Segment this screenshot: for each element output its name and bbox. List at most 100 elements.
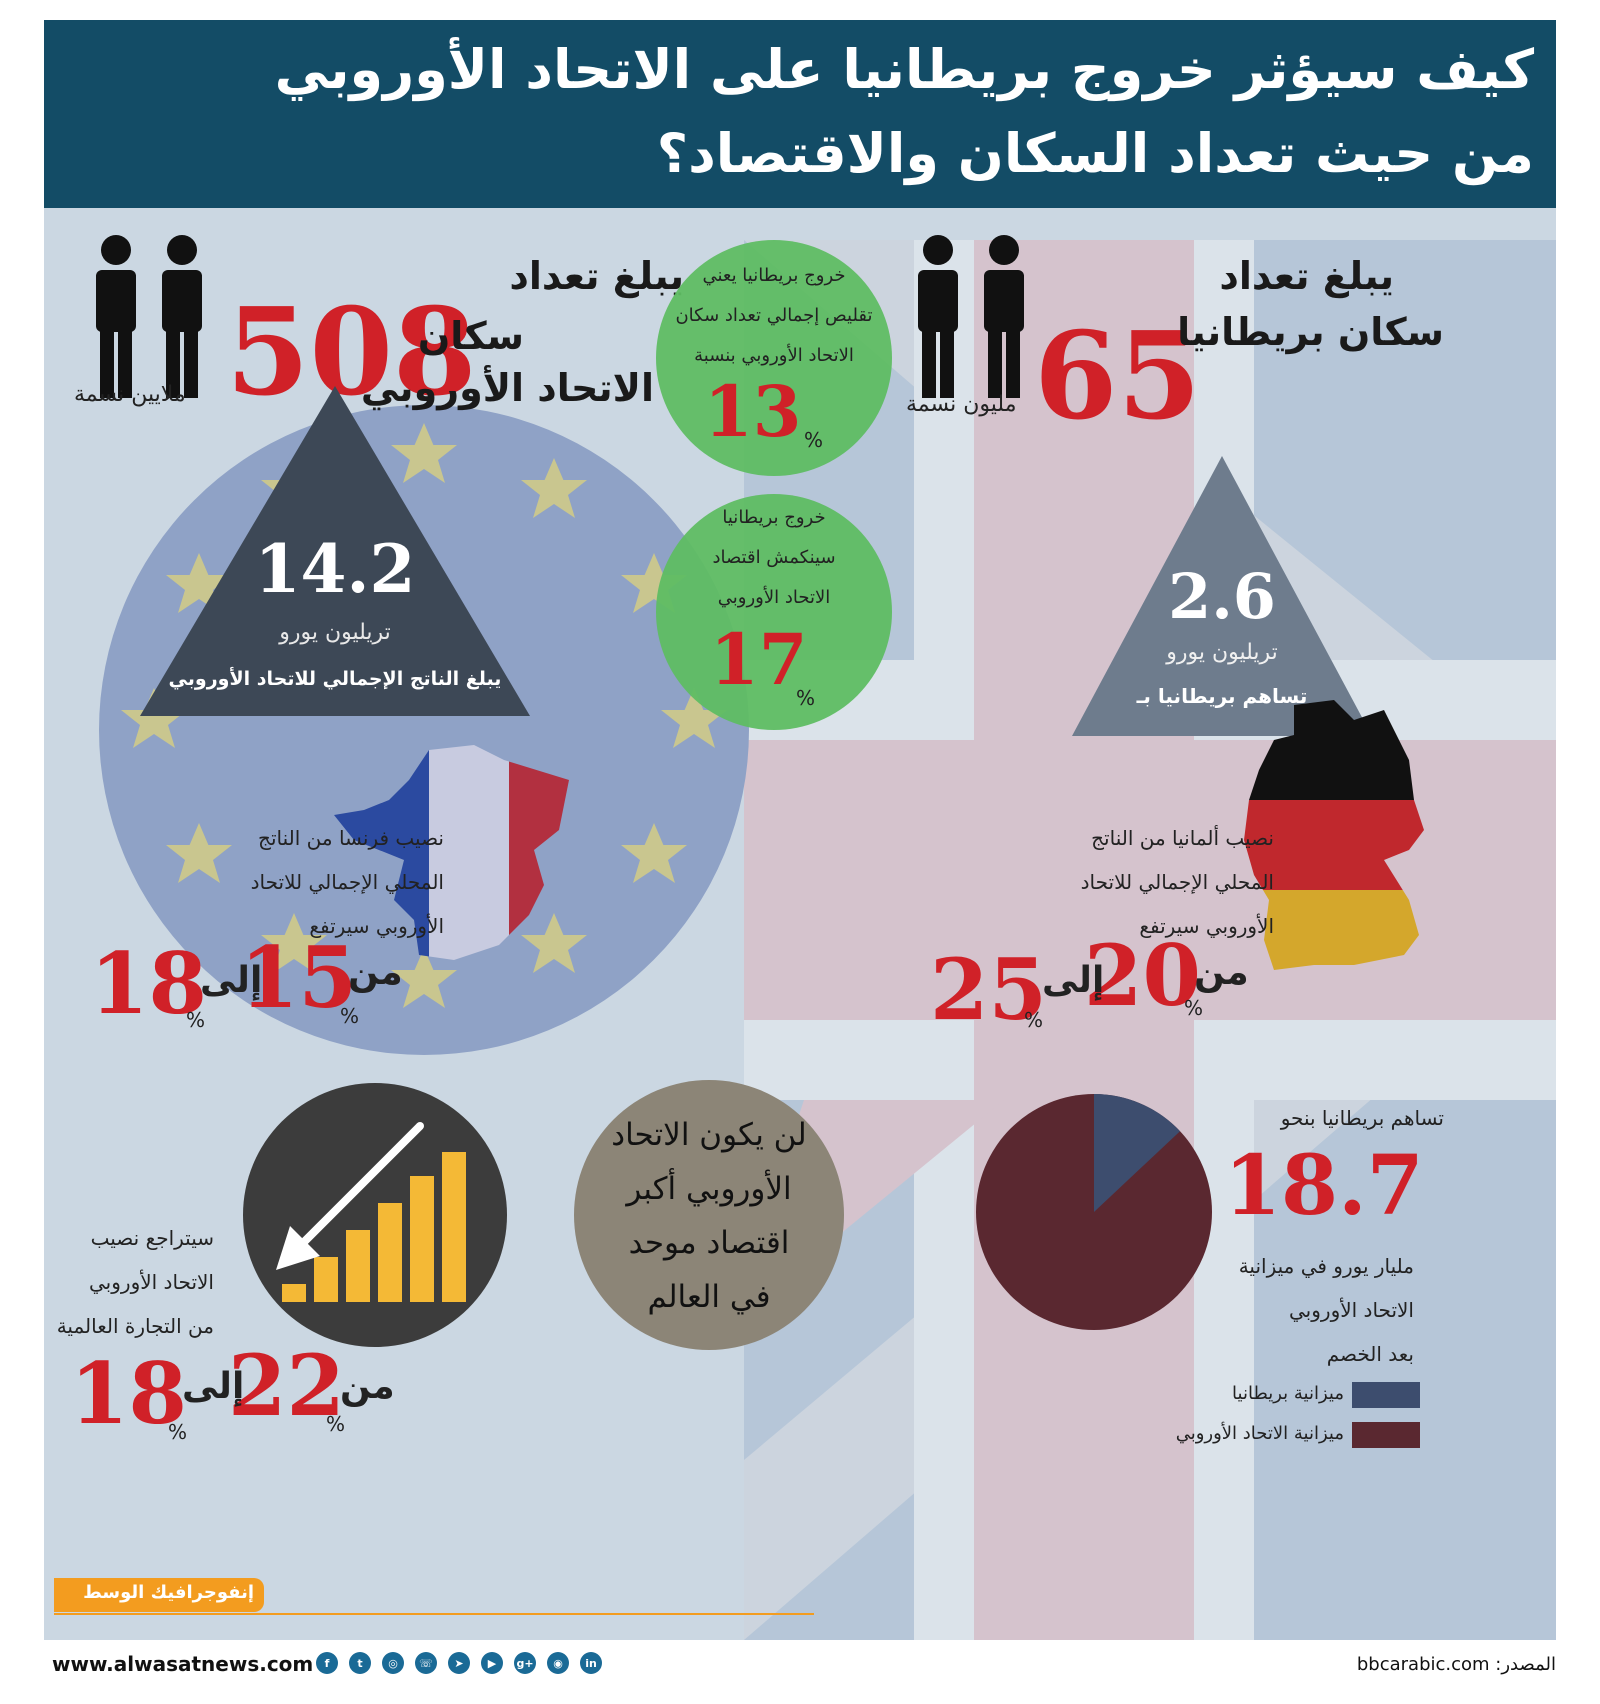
germany-to-percent: %	[1024, 1008, 1044, 1032]
title-line-2: من حيث تعداد السكان والاقتصاد؟	[656, 122, 1534, 185]
footer-divider	[54, 1613, 814, 1615]
germany-from-word: من	[1194, 952, 1249, 993]
brand-label: إنفوجرافيك الوسط	[83, 1582, 254, 1603]
title-line-1: كيف سيؤثر خروج بريطانيا على الاتحاد الأو…	[274, 38, 1534, 101]
trade-text-1: سيتراجع نصيب	[90, 1226, 214, 1250]
trade-bar	[314, 1257, 338, 1302]
legend-eu-swatch	[1352, 1422, 1420, 1448]
eu-gdp-triangle	[140, 386, 530, 716]
uk-population-value: 65	[1034, 306, 1201, 447]
uk-flag-background	[744, 240, 1556, 1640]
source-label: المصدر: bbcarabic.com	[1356, 1654, 1556, 1675]
legend-eu-label: ميزانية الاتحاد الأوروبي	[1175, 1423, 1344, 1444]
eu-gdp-caption: يبلغ الناتج الإجمالي للاتحاد الأوروبي	[168, 668, 502, 690]
facebook-icon[interactable]: f	[316, 1652, 338, 1674]
legend-uk-label: ميزانية بريطانيا	[1232, 1383, 1344, 1404]
economy-contraction-circle	[656, 494, 892, 730]
france-to-word: إلى	[200, 960, 263, 1001]
france-text-3: الأوروبي سيرتفع	[309, 914, 444, 938]
eu-population-label-2: سكان	[417, 314, 524, 358]
eu-population-label-3: الاتحاد الأوروبي	[360, 366, 654, 410]
trade-to-word: إلى	[182, 1366, 245, 1407]
trade-from-percent: %	[326, 1412, 346, 1436]
people-icon	[96, 235, 202, 398]
trade-bar	[442, 1152, 466, 1302]
population-circle-value: 13	[704, 370, 802, 453]
whatsapp-icon[interactable]: ☏	[415, 1652, 437, 1674]
instagram-icon[interactable]: ◎	[382, 1652, 404, 1674]
germany-from-value: 20	[1084, 926, 1201, 1025]
population-circle-line-1: خروج بريطانيا يعني	[702, 265, 846, 286]
france-flag-map	[334, 745, 569, 960]
googleplus-icon[interactable]: g+	[514, 1652, 536, 1674]
france-from-word: من	[348, 952, 403, 993]
largest-economy-circle	[574, 1080, 844, 1350]
population-circle-line-3: الاتحاد الأوروبي بنسبة	[694, 345, 854, 366]
infographic-frame: كيف سيؤثر خروج بريطانيا على الاتحاد الأو…	[44, 20, 1556, 1640]
uk-gdp-caption: تساهم بريطانيا بـ	[1136, 684, 1308, 708]
uk-population-label-2: سكان بريطانيا	[1177, 310, 1444, 354]
budget-text-3: بعد الخصم	[1326, 1342, 1414, 1366]
largest-economy-line-2: الأوروبي أكبر	[626, 1171, 792, 1207]
france-to-percent: %	[186, 1008, 206, 1032]
germany-flag-map	[1244, 700, 1424, 970]
france-to-value: 18	[90, 934, 207, 1033]
germany-to-word: إلى	[1042, 960, 1105, 1001]
trade-decline-chart	[243, 1083, 507, 1347]
telegram-icon[interactable]: ➤	[448, 1652, 470, 1674]
uk-gdp-unit: تريليون يورو	[1166, 640, 1278, 665]
youtube-icon[interactable]: ▶	[481, 1652, 503, 1674]
title-header: كيف سيؤثر خروج بريطانيا على الاتحاد الأو…	[44, 20, 1556, 208]
budget-text-1: مليار يورو في ميزانية	[1238, 1254, 1414, 1278]
economy-circle-line-1: خروج بريطانيا	[722, 507, 826, 528]
uk-population-label-1: يبلغ تعداد	[1219, 254, 1394, 298]
population-circle-line-2: تقليص إجمالي تعداد سكان	[675, 305, 873, 326]
economy-circle-line-3: الاتحاد الأوروبي	[717, 587, 831, 608]
france-from-percent: %	[340, 1004, 360, 1028]
germany-text-1: نصيب ألمانيا من الناتج	[1091, 826, 1274, 850]
linkedin-icon[interactable]: in	[580, 1652, 602, 1674]
budget-intro: تساهم بريطانيا بنحو	[1280, 1106, 1444, 1130]
economy-circle-percent: %	[796, 686, 816, 710]
largest-economy-line-1: لن يكون الاتحاد	[611, 1117, 807, 1153]
pie-slice-uk	[1094, 1094, 1181, 1212]
france-from-value: 15	[240, 928, 357, 1027]
eu-gdp-value: 14.2	[254, 530, 416, 608]
trade-to-value: 18	[70, 1344, 187, 1443]
trade-from-value: 22	[228, 1336, 345, 1435]
rss-icon[interactable]: ◉	[547, 1652, 569, 1674]
website-link[interactable]: www.alwasatnews.com	[52, 1652, 314, 1676]
germany-text-2: المحلي الإجمالي للاتحاد	[1080, 870, 1274, 894]
trade-from-word: من	[340, 1366, 395, 1407]
budget-text-2: الاتحاد الأوروبي	[1289, 1298, 1414, 1322]
germany-from-percent: %	[1184, 996, 1204, 1020]
twitter-icon[interactable]: t	[349, 1652, 371, 1674]
trade-text-2: الاتحاد الأوروبي	[89, 1270, 214, 1294]
largest-economy-line-4: في العالم	[647, 1279, 771, 1315]
eu-gdp-unit: تريليون يورو	[279, 620, 391, 645]
trade-text-3: من التجارة العالمية	[56, 1314, 214, 1338]
france-text-1: نصيب فرنسا من الناتج	[258, 826, 444, 850]
trade-to-percent: %	[168, 1420, 188, 1444]
trade-bar	[378, 1203, 402, 1302]
uk-gdp-value: 2.6	[1168, 560, 1276, 633]
footer: إنفوجرافيك الوسط www.alwasatnews.com f t ◎…	[0, 1578, 1600, 1704]
legend-uk-swatch	[1352, 1382, 1420, 1408]
eu-population-value: 508	[226, 282, 477, 423]
population-circle-percent: %	[804, 428, 824, 452]
eu-population-unit: ملايين نسمة	[74, 382, 186, 407]
trade-bar	[346, 1230, 370, 1302]
brand-badge	[54, 1578, 264, 1612]
france-text-2: المحلي الإجمالي للاتحاد	[250, 870, 444, 894]
population-reduction-circle	[656, 240, 892, 476]
people-icon	[918, 235, 1024, 398]
largest-economy-line-3: اقتصاد موحد	[628, 1225, 790, 1261]
uk-gdp-triangle	[1072, 456, 1372, 736]
economy-circle-line-2: سينكمش اقتصاد	[712, 547, 836, 568]
uk-population-unit: مليون نسمة	[906, 392, 1017, 417]
budget-pie-chart	[976, 1094, 1212, 1330]
budget-value: 18.7	[1224, 1138, 1424, 1234]
trade-bar	[282, 1284, 306, 1302]
economy-circle-value: 17	[710, 618, 808, 701]
germany-text-3: الأوروبي سيرتفع	[1139, 914, 1274, 938]
